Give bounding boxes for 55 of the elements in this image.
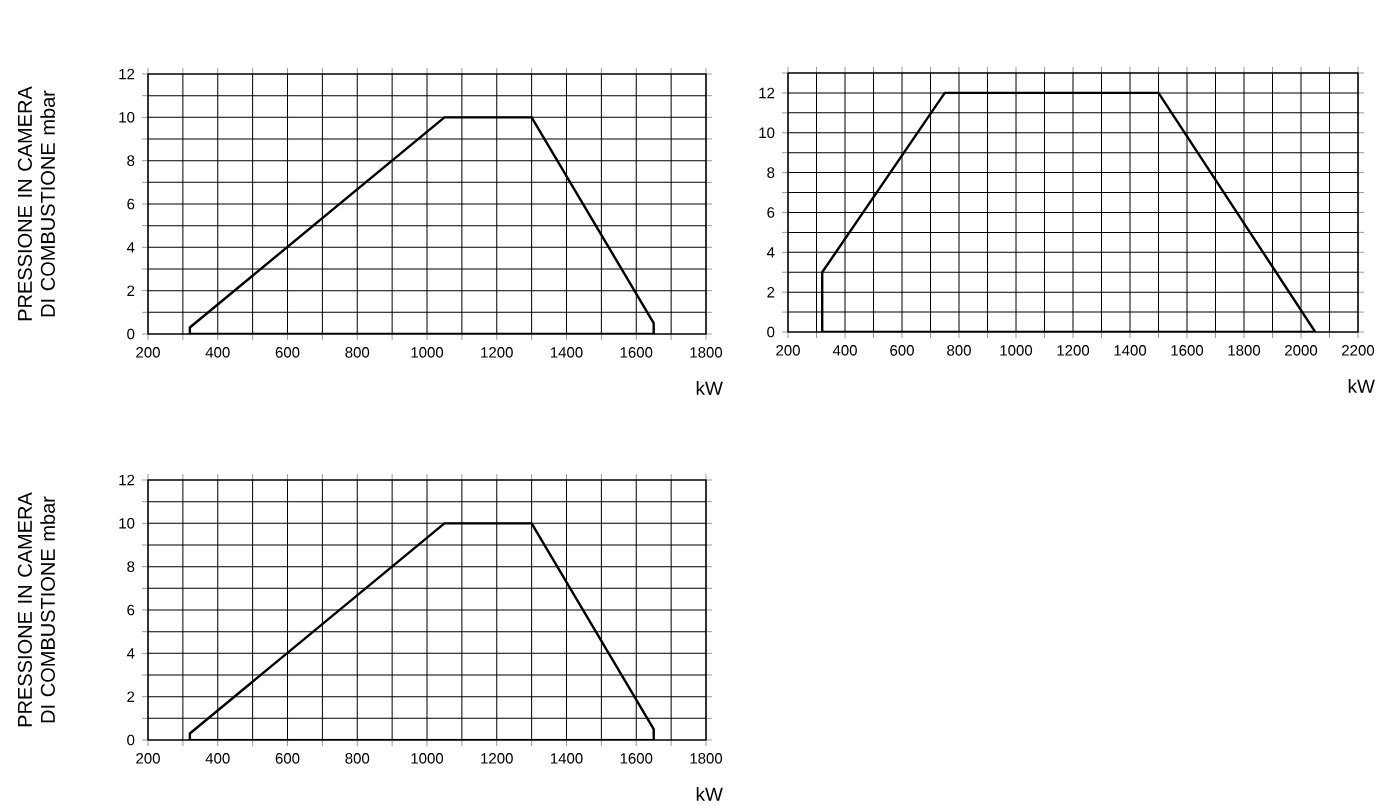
x-tick-label: 400 xyxy=(205,753,230,764)
x-tick-label: 1800 xyxy=(690,347,723,358)
y-tick-label: 4 xyxy=(766,247,775,258)
x-tick-label: 600 xyxy=(890,345,914,356)
y-tick-label: 12 xyxy=(759,87,775,99)
x-tick-label: 1800 xyxy=(690,753,723,764)
y-tick-label: 10 xyxy=(119,518,135,529)
x-axis-title: kW xyxy=(1348,379,1375,393)
x-tick-label: 1200 xyxy=(1057,345,1090,356)
y-tick-label: 12 xyxy=(119,68,135,80)
x-tick-label: 1200 xyxy=(481,753,513,764)
x-tick-label: 600 xyxy=(275,347,300,358)
y-tick-label: 8 xyxy=(127,155,135,166)
x-tick-label: 1600 xyxy=(620,347,653,358)
y-tick-label: 4 xyxy=(126,648,135,659)
x-tick-label: 2200 xyxy=(1342,345,1375,356)
y-tick-label: 0 xyxy=(127,734,135,746)
x-axis-title: kW xyxy=(696,787,723,801)
x-tick-label: 2000 xyxy=(1285,345,1318,356)
y-tick-label: 0 xyxy=(767,326,775,338)
x-tick-label: 200 xyxy=(136,753,160,764)
y-axis-title: PRESSIONE IN CAMERA DI COMBUSTIONE mbar xyxy=(17,492,55,727)
x-axis-title: kW xyxy=(696,381,723,395)
x-tick-label: 1400 xyxy=(550,753,583,764)
x-tick-label: 1000 xyxy=(411,347,444,358)
y-tick-label: 6 xyxy=(127,604,135,616)
x-tick-label: 1800 xyxy=(1228,345,1261,356)
x-tick-label: 400 xyxy=(832,345,857,356)
y-tick-label: 12 xyxy=(119,474,135,486)
x-tick-label: 1600 xyxy=(620,753,653,764)
y-axis-title: PRESSIONE IN CAMERA DI COMBUSTIONE mbar xyxy=(17,86,55,321)
y-tick-label: 0 xyxy=(127,328,135,340)
y-tick-label: 4 xyxy=(126,242,135,253)
y-tick-label: 8 xyxy=(767,167,775,178)
x-tick-label: 400 xyxy=(205,347,230,358)
x-tick-label: 1600 xyxy=(1171,345,1204,356)
y-tick-label: 10 xyxy=(119,112,135,123)
y-tick-label: 6 xyxy=(767,207,775,218)
x-tick-label: 800 xyxy=(345,753,370,764)
x-tick-label: 800 xyxy=(947,345,971,356)
x-tick-label: 1000 xyxy=(1000,345,1033,356)
x-tick-label: 200 xyxy=(776,345,800,356)
x-tick-label: 800 xyxy=(345,347,370,358)
y-tick-label: 10 xyxy=(759,127,775,139)
y-tick-label: 2 xyxy=(127,285,135,296)
y-tick-label: 6 xyxy=(127,198,135,210)
y-tick-label: 8 xyxy=(127,561,135,572)
y-tick-label: 2 xyxy=(767,286,775,298)
y-tick-label: 2 xyxy=(127,691,135,702)
x-tick-label: 1400 xyxy=(1114,345,1147,356)
x-tick-label: 1400 xyxy=(550,347,583,358)
x-tick-label: 600 xyxy=(275,753,300,764)
x-tick-label: 200 xyxy=(136,347,160,358)
x-tick-label: 1000 xyxy=(411,753,444,764)
x-tick-label: 1200 xyxy=(481,347,513,358)
